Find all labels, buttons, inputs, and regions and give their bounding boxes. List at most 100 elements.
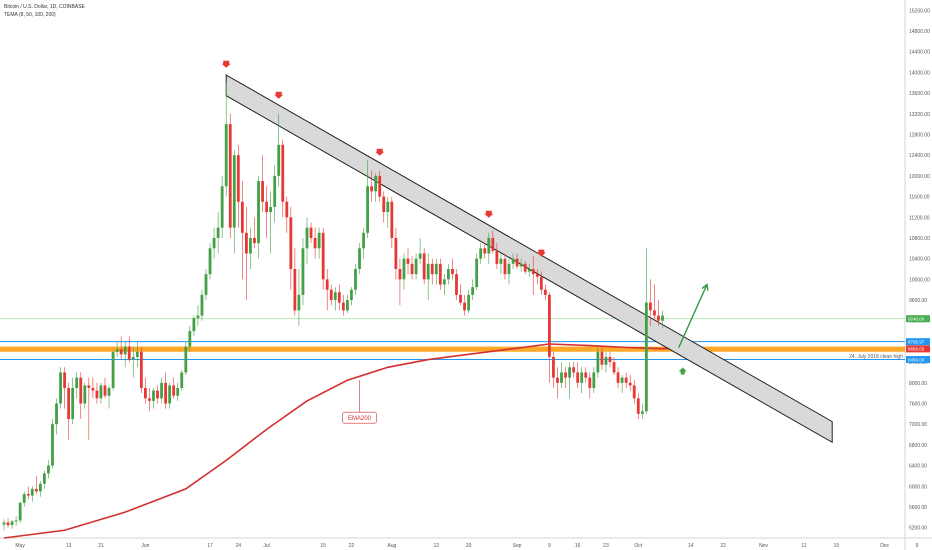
x-tick-label: 23: [603, 543, 609, 549]
candle-body: [362, 232, 365, 249]
candle-body: [451, 269, 454, 275]
candle-body: [418, 253, 422, 259]
x-tick-label: 9: [916, 543, 919, 549]
candle-body: [475, 258, 479, 288]
x-tick-label: 17: [207, 543, 213, 549]
candle-body: [220, 186, 224, 228]
price-axis-tag-label: 9240.00: [908, 316, 925, 321]
candle-body: [55, 403, 58, 425]
candle-body: [548, 294, 551, 357]
candle-body: [123, 346, 127, 355]
candle-body: [95, 390, 99, 399]
x-tick-label: 15: [320, 543, 326, 549]
candle-body: [99, 385, 103, 399]
orange-resistance-zone: [0, 346, 905, 352]
candle-body: [430, 263, 434, 275]
candle-body: [281, 144, 285, 202]
candle-body: [503, 258, 507, 275]
x-tick-label: 19: [833, 543, 839, 549]
candle-body: [245, 232, 248, 254]
candle-body: [588, 377, 592, 388]
candle-body: [447, 269, 450, 280]
candle-body: [640, 411, 644, 414]
candle-body: [91, 387, 95, 391]
x-tick-label: 20: [466, 543, 472, 549]
candle-body: [636, 398, 640, 414]
candle-body: [192, 318, 196, 332]
candle-body: [184, 346, 188, 373]
candle-body: [333, 292, 337, 301]
candle-body: [111, 351, 115, 388]
projection-arrow-line: [678, 284, 708, 348]
candle-body: [568, 367, 571, 378]
candle-body: [83, 385, 87, 404]
candle-body: [438, 263, 442, 285]
ema200-label-box: [342, 411, 377, 424]
price-axis-tag: [906, 345, 930, 353]
price-axis-tag: [906, 356, 930, 364]
candle-body: [212, 237, 216, 249]
candle-body: [204, 274, 208, 295]
candle-body: [180, 372, 184, 388]
candle-body: [354, 269, 357, 290]
candle-body: [321, 232, 325, 280]
candle-body: [596, 351, 600, 373]
candle-body: [378, 175, 382, 197]
x-tick-label: Jul: [263, 543, 269, 549]
candle-body: [79, 377, 83, 404]
candle-body: [75, 377, 79, 388]
y-tick-label: 10800.00: [909, 236, 930, 242]
candle-body: [208, 248, 212, 275]
indicator-legend: TEMA (8, 50, 100, 200): [4, 12, 56, 18]
projection-arrow-head-icon: [701, 283, 709, 291]
candle-body: [156, 390, 159, 399]
candle-body: [499, 258, 503, 264]
candle-body: [580, 372, 584, 383]
candle-body: [309, 227, 313, 238]
candle-body: [467, 294, 470, 311]
candle-body: [10, 521, 14, 526]
y-tick-label: 14400.00: [909, 50, 930, 56]
y-tick-label: 6000.00: [909, 484, 927, 490]
candle-body: [350, 289, 353, 301]
candle-body: [71, 387, 75, 420]
candle-body: [552, 356, 555, 378]
candle-body: [459, 294, 462, 303]
candle-body: [382, 196, 386, 213]
candle-body: [30, 488, 34, 496]
candle-body: [442, 279, 446, 285]
candle-body: [507, 263, 511, 275]
candle-body: [305, 227, 309, 249]
x-tick-label: Jun: [141, 543, 149, 549]
candle-body: [269, 206, 273, 213]
candle-body: [491, 237, 495, 251]
candle-body: [168, 385, 172, 404]
candle-body: [216, 227, 220, 238]
resistance-down-arrow-icon: [274, 91, 284, 99]
candle-body: [240, 201, 244, 233]
candle-body: [63, 372, 66, 388]
candle-body: [511, 258, 515, 264]
y-tick-label: 11200.00: [909, 215, 930, 221]
y-tick-label: 12000.00: [909, 174, 930, 180]
y-tick-label: 5600.00: [909, 505, 927, 511]
candle-body: [592, 372, 596, 388]
x-tick-label: 24: [236, 543, 242, 549]
candle-body: [103, 385, 107, 396]
candle-body: [556, 377, 559, 383]
candle-body: [51, 424, 54, 466]
candle-body: [543, 289, 547, 295]
candle-body: [608, 356, 612, 363]
candle-body: [487, 237, 491, 254]
candle-body: [289, 217, 293, 269]
candle-body: [232, 155, 236, 228]
resistance-down-arrow-icon: [221, 60, 231, 68]
candle-body: [463, 302, 466, 311]
candle-body: [341, 302, 345, 311]
candle-body: [653, 310, 656, 316]
candle-body: [164, 382, 167, 404]
candle-body: [624, 377, 628, 383]
candle-body: [455, 274, 458, 295]
candle-body: [649, 302, 652, 311]
